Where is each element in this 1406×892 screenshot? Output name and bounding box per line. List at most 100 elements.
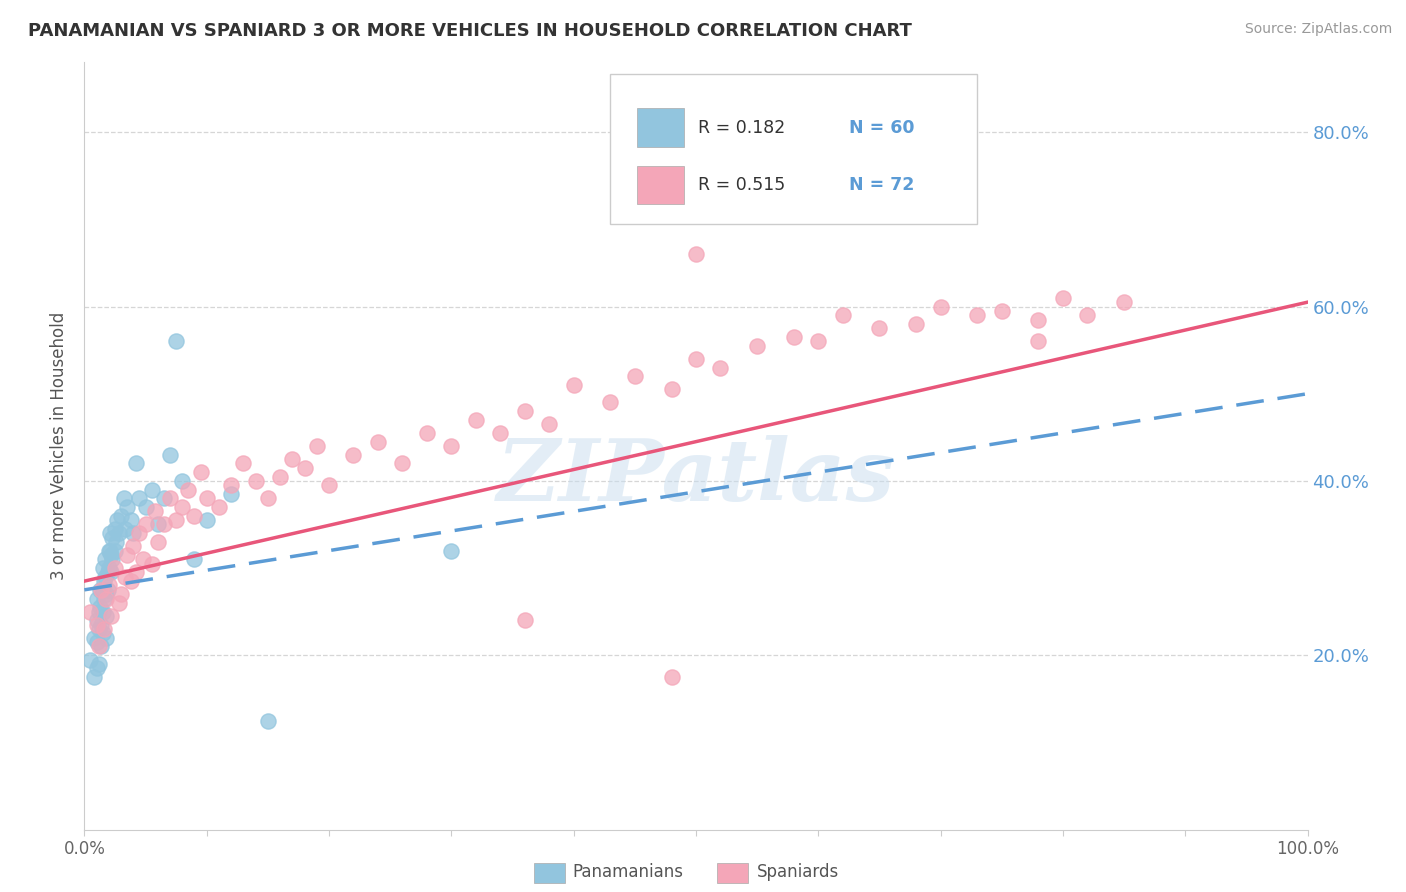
Point: [86, 591, 108, 606]
Point: [661, 670, 683, 684]
Point: [97, 566, 120, 580]
Point: [219, 487, 242, 501]
Point: [96, 609, 118, 624]
Point: [135, 500, 157, 514]
Point: [112, 491, 135, 506]
Point: [232, 457, 254, 471]
Y-axis label: 3 or more Vehicles in Household: 3 or more Vehicles in Household: [51, 312, 69, 580]
Point: [464, 413, 486, 427]
Text: Spaniards: Spaniards: [756, 863, 838, 881]
Point: [208, 500, 231, 514]
Point: [93, 574, 115, 588]
Point: [905, 317, 928, 331]
Point: [79, 652, 101, 666]
Point: [318, 478, 340, 492]
Point: [165, 334, 187, 349]
Point: [97, 578, 120, 592]
Point: [98, 526, 121, 541]
Point: [101, 531, 124, 545]
Point: [624, 369, 647, 384]
Point: [91, 561, 114, 575]
Point: [93, 622, 115, 636]
Point: [128, 526, 150, 541]
Point: [125, 457, 148, 471]
Point: [269, 469, 291, 483]
Point: [86, 613, 108, 627]
Point: [96, 587, 118, 601]
Point: [132, 552, 155, 566]
Point: [91, 582, 114, 597]
Point: [100, 566, 122, 580]
Point: [79, 605, 101, 619]
Point: [489, 425, 512, 440]
Point: [599, 395, 621, 409]
Point: [281, 452, 304, 467]
Text: N = 72: N = 72: [849, 177, 914, 194]
Point: [869, 321, 891, 335]
Point: [831, 308, 853, 322]
Text: Source: ZipAtlas.com: Source: ZipAtlas.com: [1244, 22, 1392, 37]
Point: [747, 339, 769, 353]
Point: [294, 460, 316, 475]
Point: [86, 635, 108, 649]
Point: [94, 570, 117, 584]
Point: [104, 543, 127, 558]
Point: [93, 591, 115, 606]
Point: [115, 548, 138, 562]
Point: [110, 508, 132, 523]
Point: [89, 600, 111, 615]
Point: [125, 566, 148, 580]
Point: [97, 543, 120, 558]
Point: [94, 552, 117, 566]
Point: [96, 631, 118, 645]
Point: [685, 247, 707, 261]
Point: [122, 539, 145, 553]
Point: [91, 605, 114, 619]
Point: [86, 617, 108, 632]
Point: [141, 557, 163, 571]
Point: [115, 500, 138, 514]
Point: [929, 300, 952, 314]
Point: [90, 582, 112, 597]
Bar: [637, 166, 683, 204]
Point: [153, 517, 176, 532]
Point: [110, 587, 132, 601]
Point: [143, 504, 166, 518]
Point: [146, 517, 169, 532]
Point: [96, 591, 118, 606]
Text: ZIPatlas: ZIPatlas: [496, 435, 896, 518]
Point: [100, 609, 122, 624]
Point: [807, 334, 830, 349]
Point: [538, 417, 561, 432]
Point: [709, 360, 731, 375]
Point: [513, 404, 536, 418]
Point: [141, 483, 163, 497]
Point: [513, 613, 536, 627]
Point: [89, 582, 111, 597]
Point: [1076, 308, 1098, 322]
Point: [183, 552, 205, 566]
Point: [120, 574, 142, 588]
Point: [104, 522, 127, 536]
Point: [101, 552, 124, 566]
Point: [97, 582, 120, 597]
Point: [90, 617, 112, 632]
Point: [172, 500, 194, 514]
Point: [245, 474, 267, 488]
Text: Panamanians: Panamanians: [572, 863, 683, 881]
Point: [120, 513, 142, 527]
Point: [100, 548, 122, 562]
Point: [135, 517, 157, 532]
Point: [159, 491, 181, 506]
Point: [783, 330, 806, 344]
Point: [105, 513, 128, 527]
Point: [367, 434, 389, 449]
Point: [86, 661, 108, 675]
Point: [107, 526, 129, 541]
Point: [391, 457, 413, 471]
Point: [146, 534, 169, 549]
Point: [128, 491, 150, 506]
Point: [1052, 291, 1074, 305]
Point: [114, 570, 136, 584]
FancyBboxPatch shape: [610, 74, 977, 224]
